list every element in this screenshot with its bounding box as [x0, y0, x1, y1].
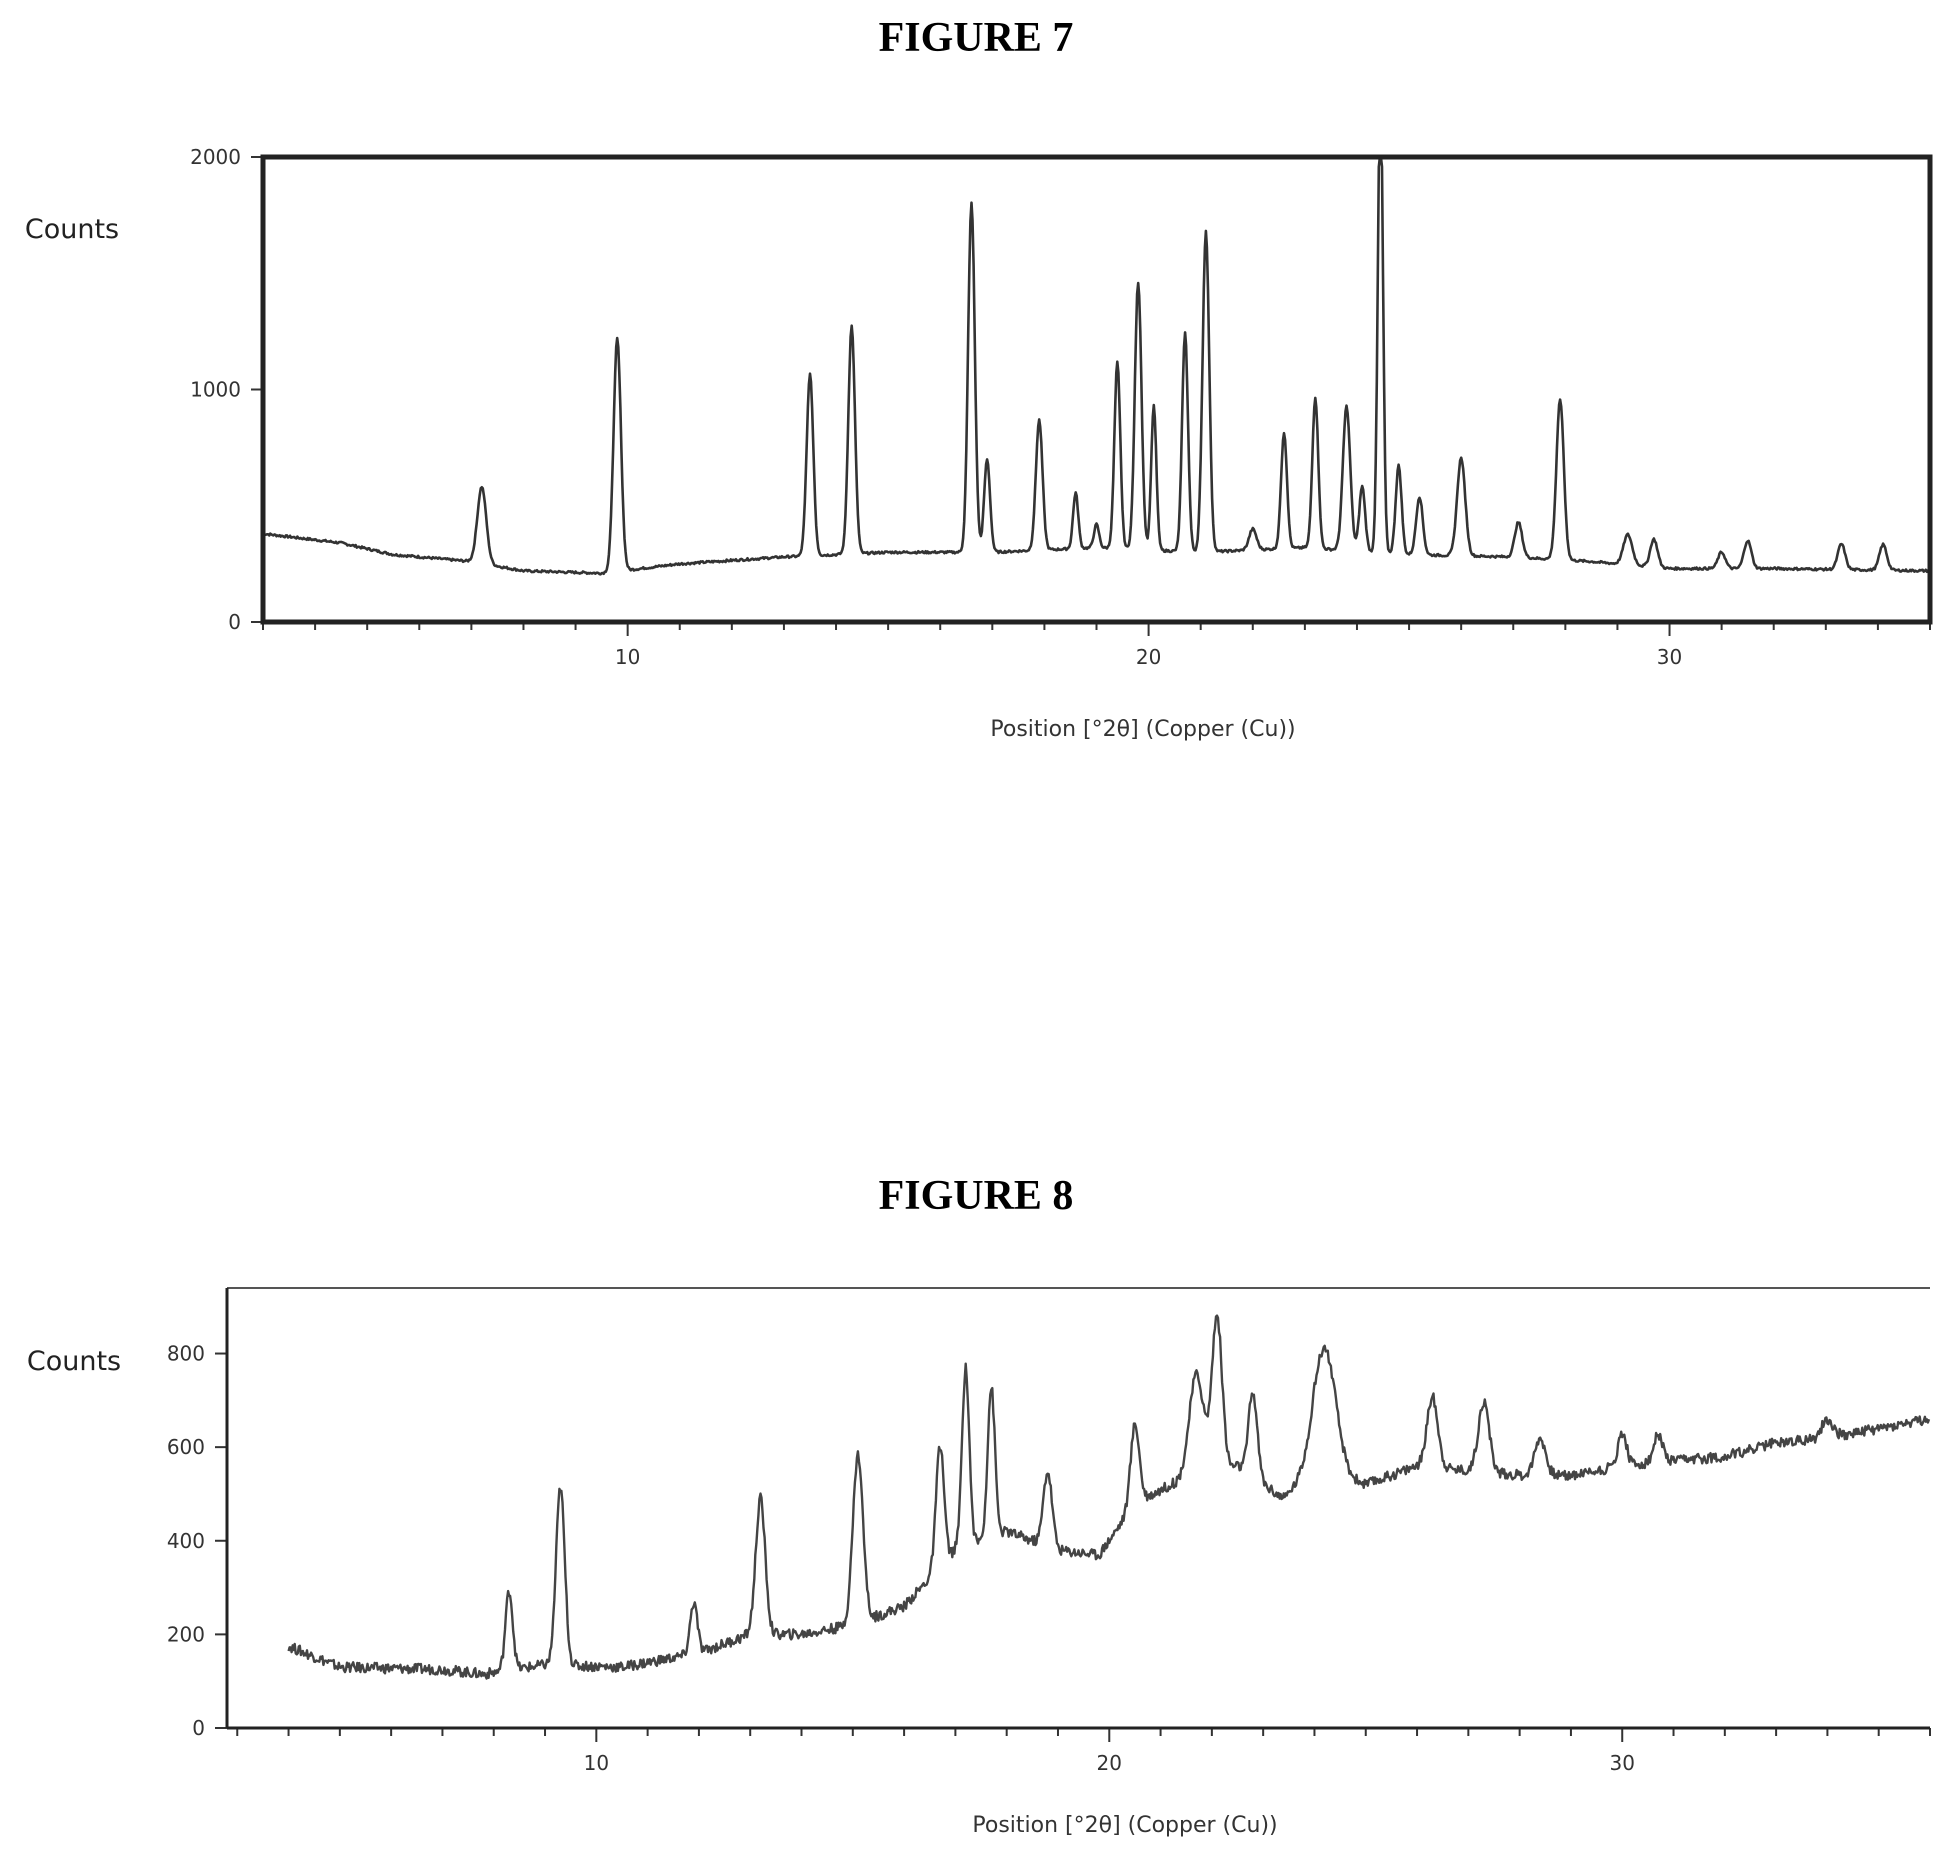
y-tick-label: 400 — [167, 1529, 205, 1553]
x-tick-label: 10 — [615, 645, 640, 669]
y-tick-label: 800 — [167, 1342, 205, 1366]
y-tick-label: 600 — [167, 1435, 205, 1459]
y-tick-label: 2000 — [190, 145, 241, 169]
axis-ticks: 10 20 30 0 200 400 600 800 — [167, 1342, 1931, 1775]
x-tick-label: 10 — [584, 1751, 609, 1775]
axis-ticks: 10 20 30 0 1000 2000 — [190, 145, 1931, 669]
y-axis-label: Counts — [25, 214, 119, 245]
x-axis-label: Position [°2θ] (Copper (Cu)) — [972, 1813, 1277, 1838]
y-axis-label: Counts — [27, 1346, 121, 1377]
x-axis-label: Position [°2θ] (Copper (Cu)) — [990, 717, 1295, 742]
figure-7-title: FIGURE 7 — [878, 15, 1074, 61]
y-tick-label: 0 — [192, 1716, 205, 1740]
plot-frame — [260, 154, 1933, 625]
figure-8-title: FIGURE 8 — [878, 1173, 1074, 1219]
y-tick-label: 0 — [228, 610, 241, 634]
figure-7-chart: Counts 10 20 30 0 1000 2000 Position [°2θ] (C… — [25, 145, 1933, 742]
x-tick-label: 30 — [1657, 645, 1682, 669]
y-tick-label: 1000 — [190, 378, 241, 402]
x-tick-label: 30 — [1610, 1751, 1635, 1775]
xrd-trace — [287, 1314, 1931, 1680]
x-tick-label: 20 — [1097, 1751, 1122, 1775]
x-tick-label: 20 — [1136, 645, 1161, 669]
y-tick-label: 200 — [167, 1622, 205, 1646]
figure-8-chart: Counts 10 20 30 0 200 400 600 800 Position [°2θ… — [27, 1287, 1931, 1838]
xrd-trace — [262, 155, 1931, 576]
